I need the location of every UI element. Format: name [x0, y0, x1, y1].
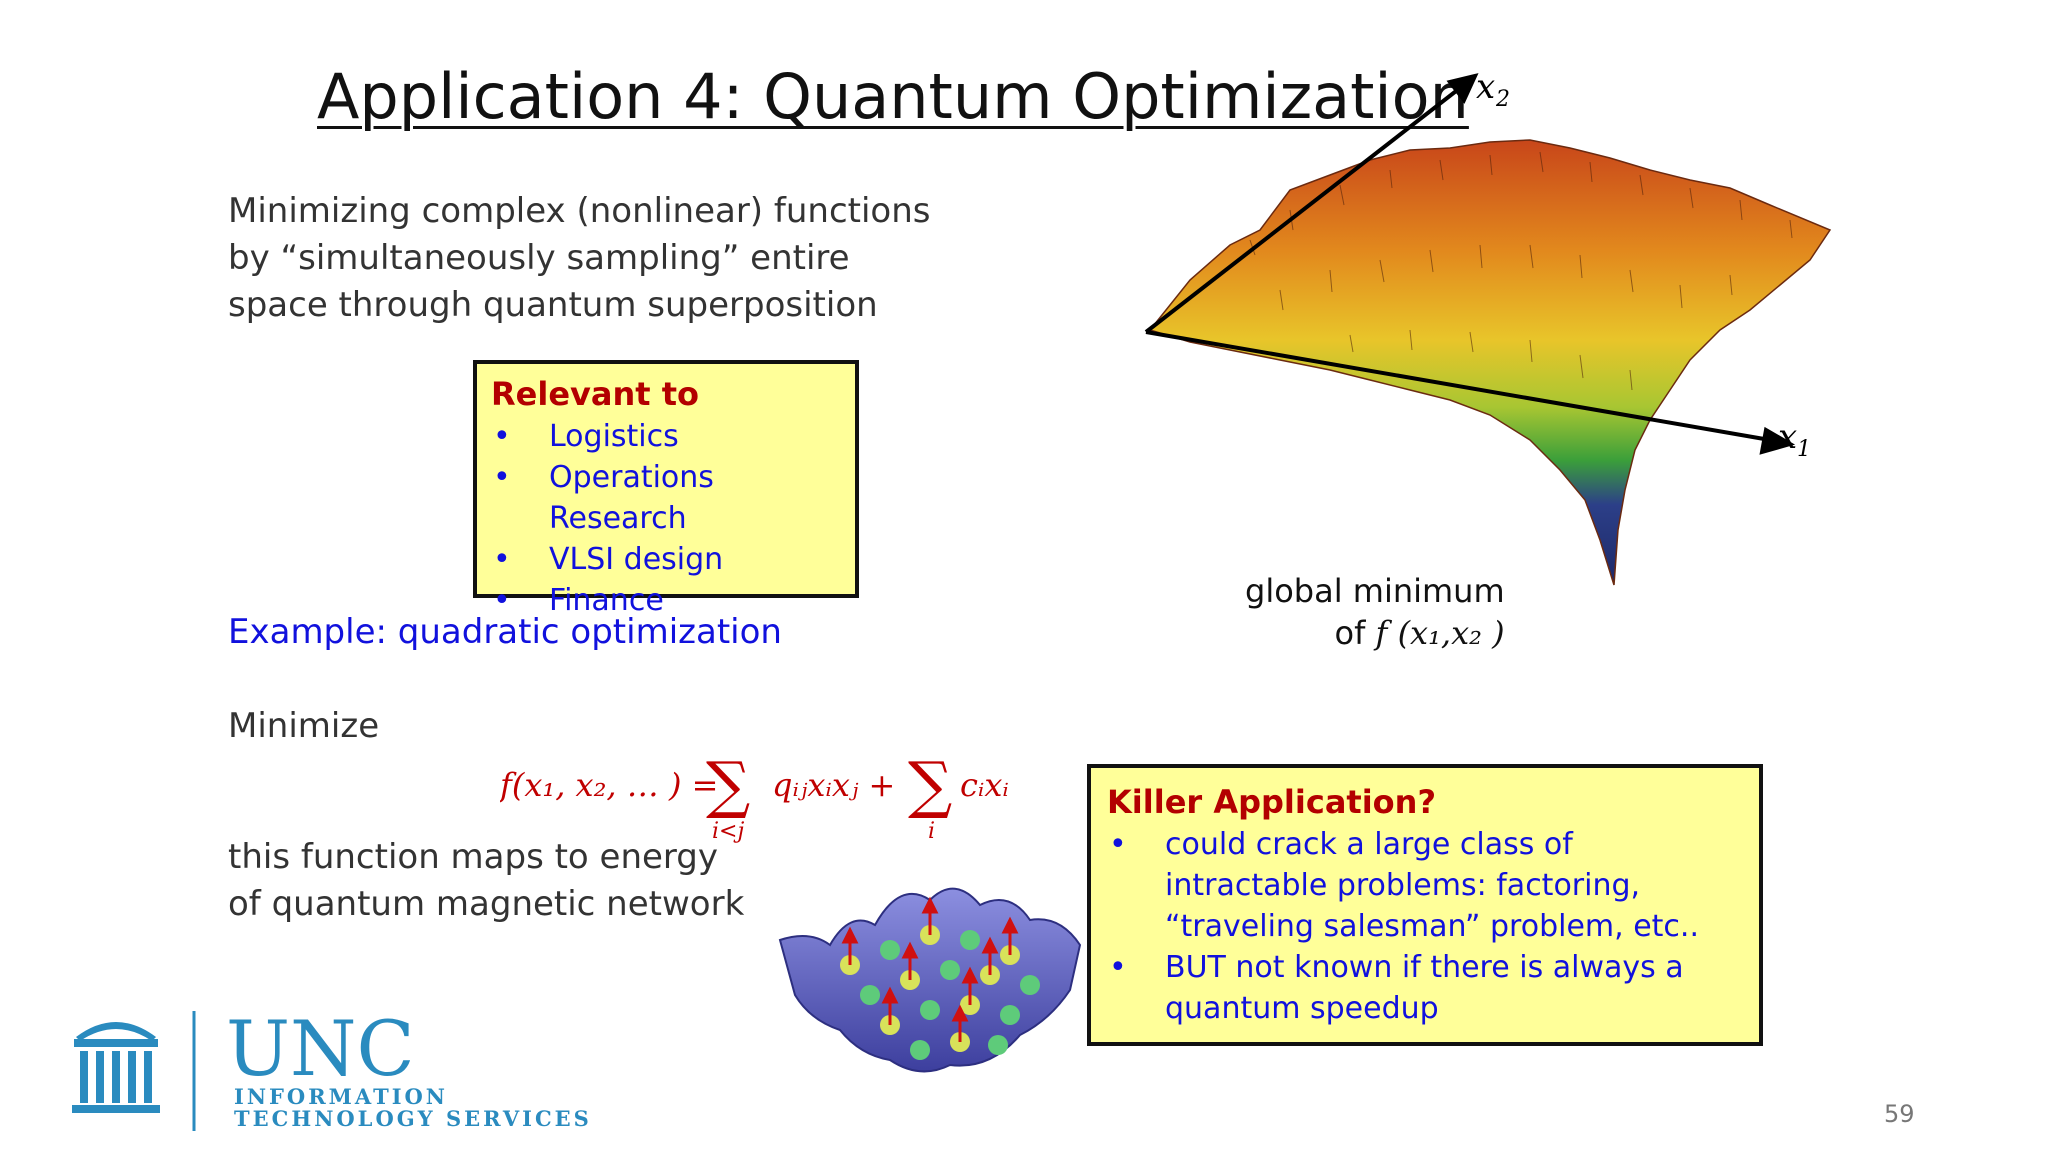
sum-index-2: i: [928, 819, 935, 844]
slide-title: Application 4: Quantum Optimization: [317, 60, 1469, 133]
landscape-surface: [1148, 139, 1832, 586]
minimize-label: Minimize: [228, 706, 380, 746]
killer-application-title: Killer Application?: [1107, 783, 1436, 821]
relevant-to-title: Relevant to: [491, 375, 699, 413]
global-minimum-line2: of f (x₁,x₂ ): [1245, 612, 1505, 654]
killer-application-box: Killer Application? could crack a large …: [1087, 764, 1763, 1046]
logo-unc: UNC: [226, 1005, 415, 1093]
axis-label-x2: x: [1476, 70, 1495, 107]
formula-lhs: f(x₁, x₂, … ) =: [500, 766, 718, 804]
axis-label-x1-sub: 1: [1797, 437, 1811, 462]
logo-line2: TECHNOLOGY SERVICES: [234, 1106, 592, 1131]
sum-symbol-1: ∑: [706, 750, 750, 821]
killer-application-list: could crack a large class of intractable…: [1107, 824, 1743, 1029]
old-well-icon: [72, 1022, 160, 1113]
list-item-quantum-speedup: BUT not known if there is always a quant…: [1107, 947, 1743, 1029]
objective-formula: f(x₁, x₂, … ) = ∑ i<j qᵢⱼxᵢxⱼ + ∑ i cᵢxᵢ: [500, 750, 1009, 844]
sum-symbol-2: ∑: [908, 750, 952, 821]
page-number: 59: [1884, 1100, 1915, 1128]
list-item-vlsi-design: VLSI design: [491, 539, 841, 580]
intro-text: Minimizing complex (nonlinear) functions…: [228, 191, 931, 325]
formula-quadratic-term: qᵢⱼxᵢxⱼ +: [772, 766, 895, 804]
list-item-finance: Finance: [491, 580, 841, 621]
list-item-crack-problems: could crack a large class of intractable…: [1107, 824, 1743, 947]
formula-linear-term: cᵢxᵢ: [960, 766, 1009, 804]
energy-landscape-illustration: x 2 x 1: [1144, 70, 1832, 586]
example-heading: Example: quadratic optimization: [228, 612, 782, 652]
spin-arrows: [841, 896, 1019, 1042]
axis-label-x1: x: [1778, 417, 1797, 457]
logo-line1: INFORMATION: [234, 1084, 448, 1109]
relevant-to-box: Relevant to Logistics Operations Researc…: [473, 360, 859, 621]
axis-label-x2-sub: 2: [1495, 87, 1510, 112]
list-item-logistics: Logistics: [491, 416, 841, 457]
axis-arrows: [1144, 73, 1796, 455]
maps-text: this function maps to energy of quantum …: [228, 837, 745, 924]
sum-index-1: i<j: [712, 819, 744, 844]
global-minimum-line1: global minimum: [1245, 572, 1505, 610]
relevant-to-list: Logistics Operations Research VLSI desig…: [491, 416, 841, 621]
spin-lattice-illustration: [778, 887, 1082, 1073]
landscape-texture: [1249, 151, 1793, 391]
global-minimum-function: f (x₁,x₂ ): [1375, 614, 1505, 652]
global-minimum-label: global minimum of f (x₁,x₂ ): [1245, 570, 1505, 654]
lattice-surface: [778, 887, 1082, 1073]
unc-its-logo: UNC INFORMATION TECHNOLOGY SERVICES: [72, 1005, 592, 1131]
global-minimum-of: of: [1334, 614, 1366, 652]
list-item-operations-research: Operations Research: [491, 457, 841, 539]
